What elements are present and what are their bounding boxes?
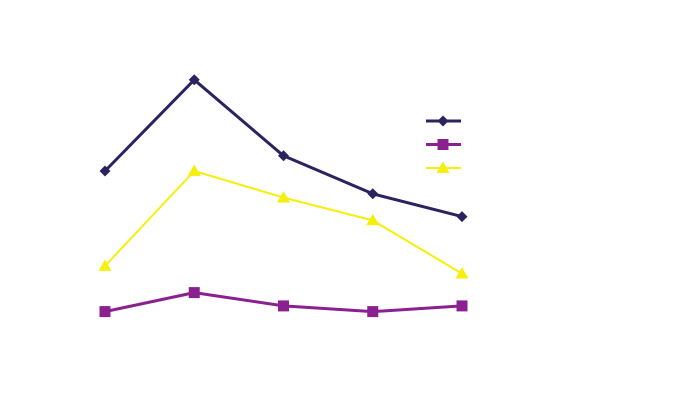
series-2-point <box>99 306 111 318</box>
series-3-point <box>187 164 201 176</box>
series-2-point <box>456 300 468 312</box>
series-2-point <box>278 300 289 312</box>
series-3-point <box>366 213 380 226</box>
series-1-point <box>456 211 468 223</box>
series-3-point <box>277 191 290 203</box>
legend-swatch-marker <box>437 115 449 127</box>
series-3 <box>98 164 469 279</box>
series-1-point <box>367 188 379 200</box>
legend-swatch-marker <box>437 139 449 150</box>
series-2-point <box>188 287 200 299</box>
plot-layer <box>98 74 469 318</box>
legend-item-1 <box>426 115 461 127</box>
legend-swatch-marker <box>436 161 450 173</box>
series-1-point <box>278 150 289 162</box>
legend <box>426 115 461 173</box>
series-3-point <box>98 259 112 271</box>
series-1-point <box>188 74 200 86</box>
series-1 <box>99 74 468 223</box>
series-3-line <box>104 170 463 275</box>
series-2 <box>99 287 468 318</box>
legend-item-2 <box>426 139 461 150</box>
legend-item-3 <box>426 161 461 173</box>
series-2-point <box>367 306 379 318</box>
series-1-point <box>99 165 111 177</box>
series-3-point <box>455 267 469 279</box>
